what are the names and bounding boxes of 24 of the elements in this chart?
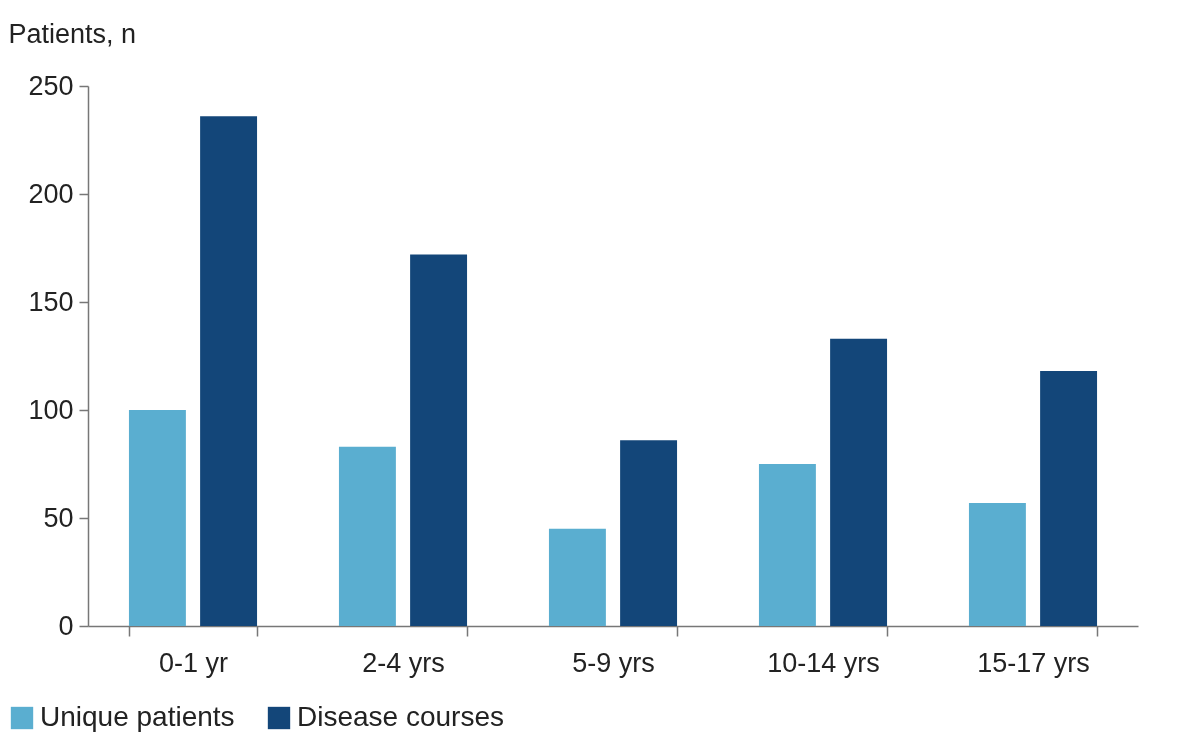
- legend-label: Disease courses: [297, 701, 504, 732]
- y-tick-label: 100: [28, 394, 74, 425]
- bar: [128, 410, 186, 626]
- bar: [1040, 371, 1098, 626]
- legend-label: Unique patients: [40, 701, 235, 732]
- x-tick-label: 2-4 yrs: [362, 647, 445, 678]
- bar: [548, 528, 606, 626]
- x-tick-label: 5-9 yrs: [572, 647, 655, 678]
- bar: [200, 116, 258, 626]
- x-tick-label: 15-17 yrs: [977, 647, 1090, 678]
- bar: [968, 502, 1026, 626]
- y-tick-label: 200: [28, 178, 74, 209]
- y-tick-label: 0: [58, 610, 74, 641]
- y-tick-label: 150: [28, 286, 74, 317]
- y-axis-title: Patients, n: [8, 18, 137, 49]
- bar: [620, 440, 678, 626]
- bar: [830, 338, 888, 626]
- y-tick-label: 50: [43, 502, 74, 533]
- x-tick-label: 10-14 yrs: [767, 647, 880, 678]
- bar: [410, 254, 468, 626]
- y-tick-label: 250: [28, 70, 74, 101]
- bar: [338, 446, 396, 626]
- bar: [758, 464, 816, 626]
- x-tick-label: 0-1 yr: [158, 647, 229, 678]
